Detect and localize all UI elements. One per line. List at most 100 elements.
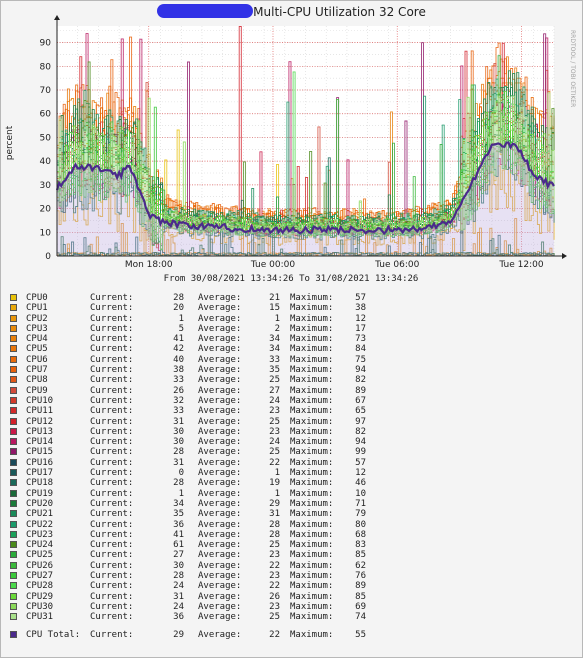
legend-current-label: Current:	[90, 365, 134, 376]
legend-maximum-value: 57	[355, 293, 366, 303]
legend-maximum-label: Maximum:	[290, 293, 334, 303]
legend-current-value: 24	[173, 581, 184, 592]
legend-average-label: Average:	[198, 468, 242, 479]
legend-average-label: Average:	[198, 344, 242, 355]
legend-current-label: Current:	[90, 395, 134, 406]
legend-average-value: 1	[274, 488, 280, 499]
legend-swatch	[10, 355, 17, 363]
legend-current-label: Current:	[90, 416, 134, 427]
legend-average-value: 2	[274, 323, 280, 334]
legend-series-name: CPU2	[26, 313, 48, 324]
legend-series-name: CPU26	[26, 560, 54, 571]
legend-maximum-label: Maximum:	[290, 426, 334, 437]
legend-current-value: 42	[173, 344, 184, 355]
legend-series-name: CPU31	[26, 612, 54, 623]
x-axis-arrow	[562, 253, 567, 259]
legend-maximum-value: 85	[355, 591, 366, 602]
legend-swatch	[10, 541, 17, 549]
legend-average-label: Average:	[198, 498, 242, 509]
legend-maximum-value: 46	[355, 478, 366, 489]
legend-average-value: 25	[269, 416, 280, 427]
legend-series-name: CPU1	[26, 303, 48, 314]
legend-maximum-label: Maximum:	[290, 385, 334, 396]
legend-maximum-label: Maximum:	[290, 344, 334, 355]
legend-swatch	[10, 458, 17, 466]
legend-average-value: 24	[269, 395, 280, 406]
legend-current-value: 28	[173, 571, 184, 582]
legend-maximum-value: 67	[355, 395, 366, 406]
legend-series-name: CPU5	[26, 344, 48, 355]
x-tick-label: Tue 12:00	[498, 260, 543, 270]
watermark: RRDTOOL / TOBI OETIKER	[569, 30, 576, 107]
legend-average-value: 24	[269, 437, 280, 448]
legend-average-value: 23	[269, 406, 280, 417]
legend-average-label: Average:	[198, 293, 242, 303]
legend-current-value: 1	[178, 488, 184, 499]
y-tick-label: 40	[40, 157, 52, 167]
legend-maximum-value: 83	[355, 540, 366, 551]
legend-maximum-label: Maximum:	[290, 560, 334, 571]
legend-swatch	[10, 510, 17, 518]
legend-current-value: 5	[178, 323, 184, 334]
legend-current-value: 38	[173, 365, 184, 376]
legend-current-label: Current:	[90, 323, 134, 334]
y-tick-label: 70	[40, 86, 52, 96]
legend-average-value: 35	[269, 365, 280, 376]
legend-maximum-value: 10	[355, 488, 366, 499]
legend-maximum-label: Maximum:	[290, 529, 334, 540]
legend-maximum-label: Maximum:	[290, 581, 334, 592]
time-range-label: From 30/08/2021 13:34:26 To 31/08/2021 1…	[164, 274, 419, 284]
legend-average-label: Average:	[198, 395, 242, 406]
y-tick-label: 80	[40, 62, 52, 72]
legend-current-value: 26	[173, 385, 184, 396]
legend-current-value: 35	[173, 509, 184, 520]
legend-average-value: 22	[269, 629, 280, 640]
legend-average-label: Average:	[198, 426, 242, 437]
legend-swatch	[10, 520, 17, 528]
legend-current-label: Current:	[90, 601, 134, 612]
legend-current-label: Current:	[90, 581, 134, 592]
legend-current-value: 41	[173, 334, 184, 345]
legend-series-name: CPU28	[26, 581, 54, 592]
legend-maximum-label: Maximum:	[290, 612, 334, 623]
legend-current-label: Current:	[90, 560, 134, 571]
legend-swatch	[10, 407, 17, 415]
legend-swatch	[10, 417, 17, 425]
legend-swatch	[10, 592, 17, 600]
graph-title-text: Multi-CPU Utilization 32 Core	[253, 5, 426, 19]
legend-average-label: Average:	[198, 519, 242, 530]
legend-maximum-value: 94	[355, 365, 366, 376]
legend-swatch	[10, 386, 17, 394]
legend-maximum-value: 55	[355, 629, 366, 640]
y-tick-label: 50	[40, 133, 52, 143]
legend-swatch	[10, 376, 17, 384]
legend-series-name: CPU8	[26, 375, 48, 386]
legend-current-value: 30	[173, 426, 184, 437]
legend-swatch	[10, 530, 17, 538]
legend-current-value: 27	[173, 550, 184, 561]
y-tick-label: 90	[40, 39, 52, 49]
legend-maximum-label: Maximum:	[290, 468, 334, 479]
legend-current-label: Current:	[90, 426, 134, 437]
legend-current-label: Current:	[90, 375, 134, 386]
legend-series-name: CPU10	[26, 395, 54, 406]
legend-current-label: Current:	[90, 303, 134, 314]
legend-maximum-label: Maximum:	[290, 591, 334, 602]
legend-current-label: Current:	[90, 488, 134, 499]
legend-current-label: Current:	[90, 457, 134, 468]
legend-current-value: 31	[173, 416, 184, 427]
legend-maximum-label: Maximum:	[290, 457, 334, 468]
legend-average-label: Average:	[198, 406, 242, 417]
legend-average-value: 15	[269, 303, 280, 314]
legend-series-name: CPU Total:	[26, 629, 81, 640]
legend-average-label: Average:	[198, 581, 242, 592]
legend-average-label: Average:	[198, 478, 242, 489]
legend-average-label: Average:	[198, 612, 242, 623]
legend-maximum-value: 17	[355, 323, 366, 334]
series-line-cpu29	[57, 90, 555, 241]
legend-swatch	[10, 561, 17, 569]
legend-average-value: 19	[269, 478, 280, 489]
legend-average-label: Average:	[198, 385, 242, 396]
legend-current-value: 40	[173, 354, 184, 365]
legend-current-value: 61	[173, 540, 184, 551]
